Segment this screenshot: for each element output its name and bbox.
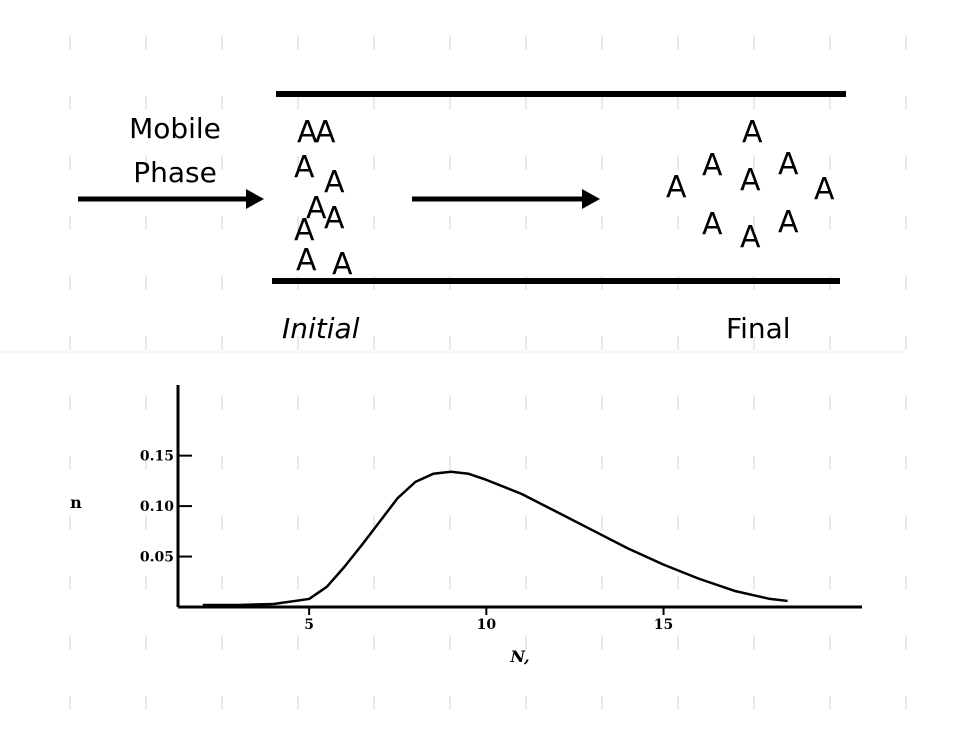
molecule: A [666, 170, 687, 205]
initial-label: Initial [282, 312, 360, 345]
arrow-head [246, 189, 264, 209]
molecule: A [324, 165, 345, 200]
molecule: A [296, 243, 317, 278]
molecule: A [332, 247, 353, 282]
x-tick-label: 10 [477, 617, 497, 633]
y-axis-label: n [70, 493, 82, 512]
molecule: A [294, 150, 315, 185]
molecule: A [740, 220, 761, 255]
molecule: A [702, 148, 723, 183]
molecule: A [814, 172, 835, 207]
molecule: A [306, 191, 327, 226]
data-line [202, 470, 788, 607]
mobile-phase-label: Phase [133, 156, 217, 189]
molecule: A [297, 115, 318, 150]
molecule: A [778, 147, 799, 182]
x-tick-label: 15 [654, 617, 673, 633]
x-axis-label: N, [509, 647, 529, 666]
y-tick-label: 0.15 [140, 449, 174, 465]
final-label: Final [726, 312, 791, 345]
molecule: A [324, 201, 345, 236]
y-tick-label: 0.05 [140, 550, 174, 566]
molecule: A [742, 115, 763, 150]
molecule: A [294, 213, 315, 248]
molecule: A [778, 205, 799, 240]
molecule: A [740, 163, 761, 198]
arrow-head [582, 189, 600, 209]
mobile-phase-label: Mobile [129, 112, 221, 145]
molecule: A [702, 207, 723, 242]
chart: 0.05 0.10 0.15 5 10 15 N, n [70, 385, 862, 666]
molecule: A [315, 115, 336, 150]
y-tick-label: 0.10 [140, 499, 174, 515]
x-tick-label: 5 [304, 617, 314, 633]
